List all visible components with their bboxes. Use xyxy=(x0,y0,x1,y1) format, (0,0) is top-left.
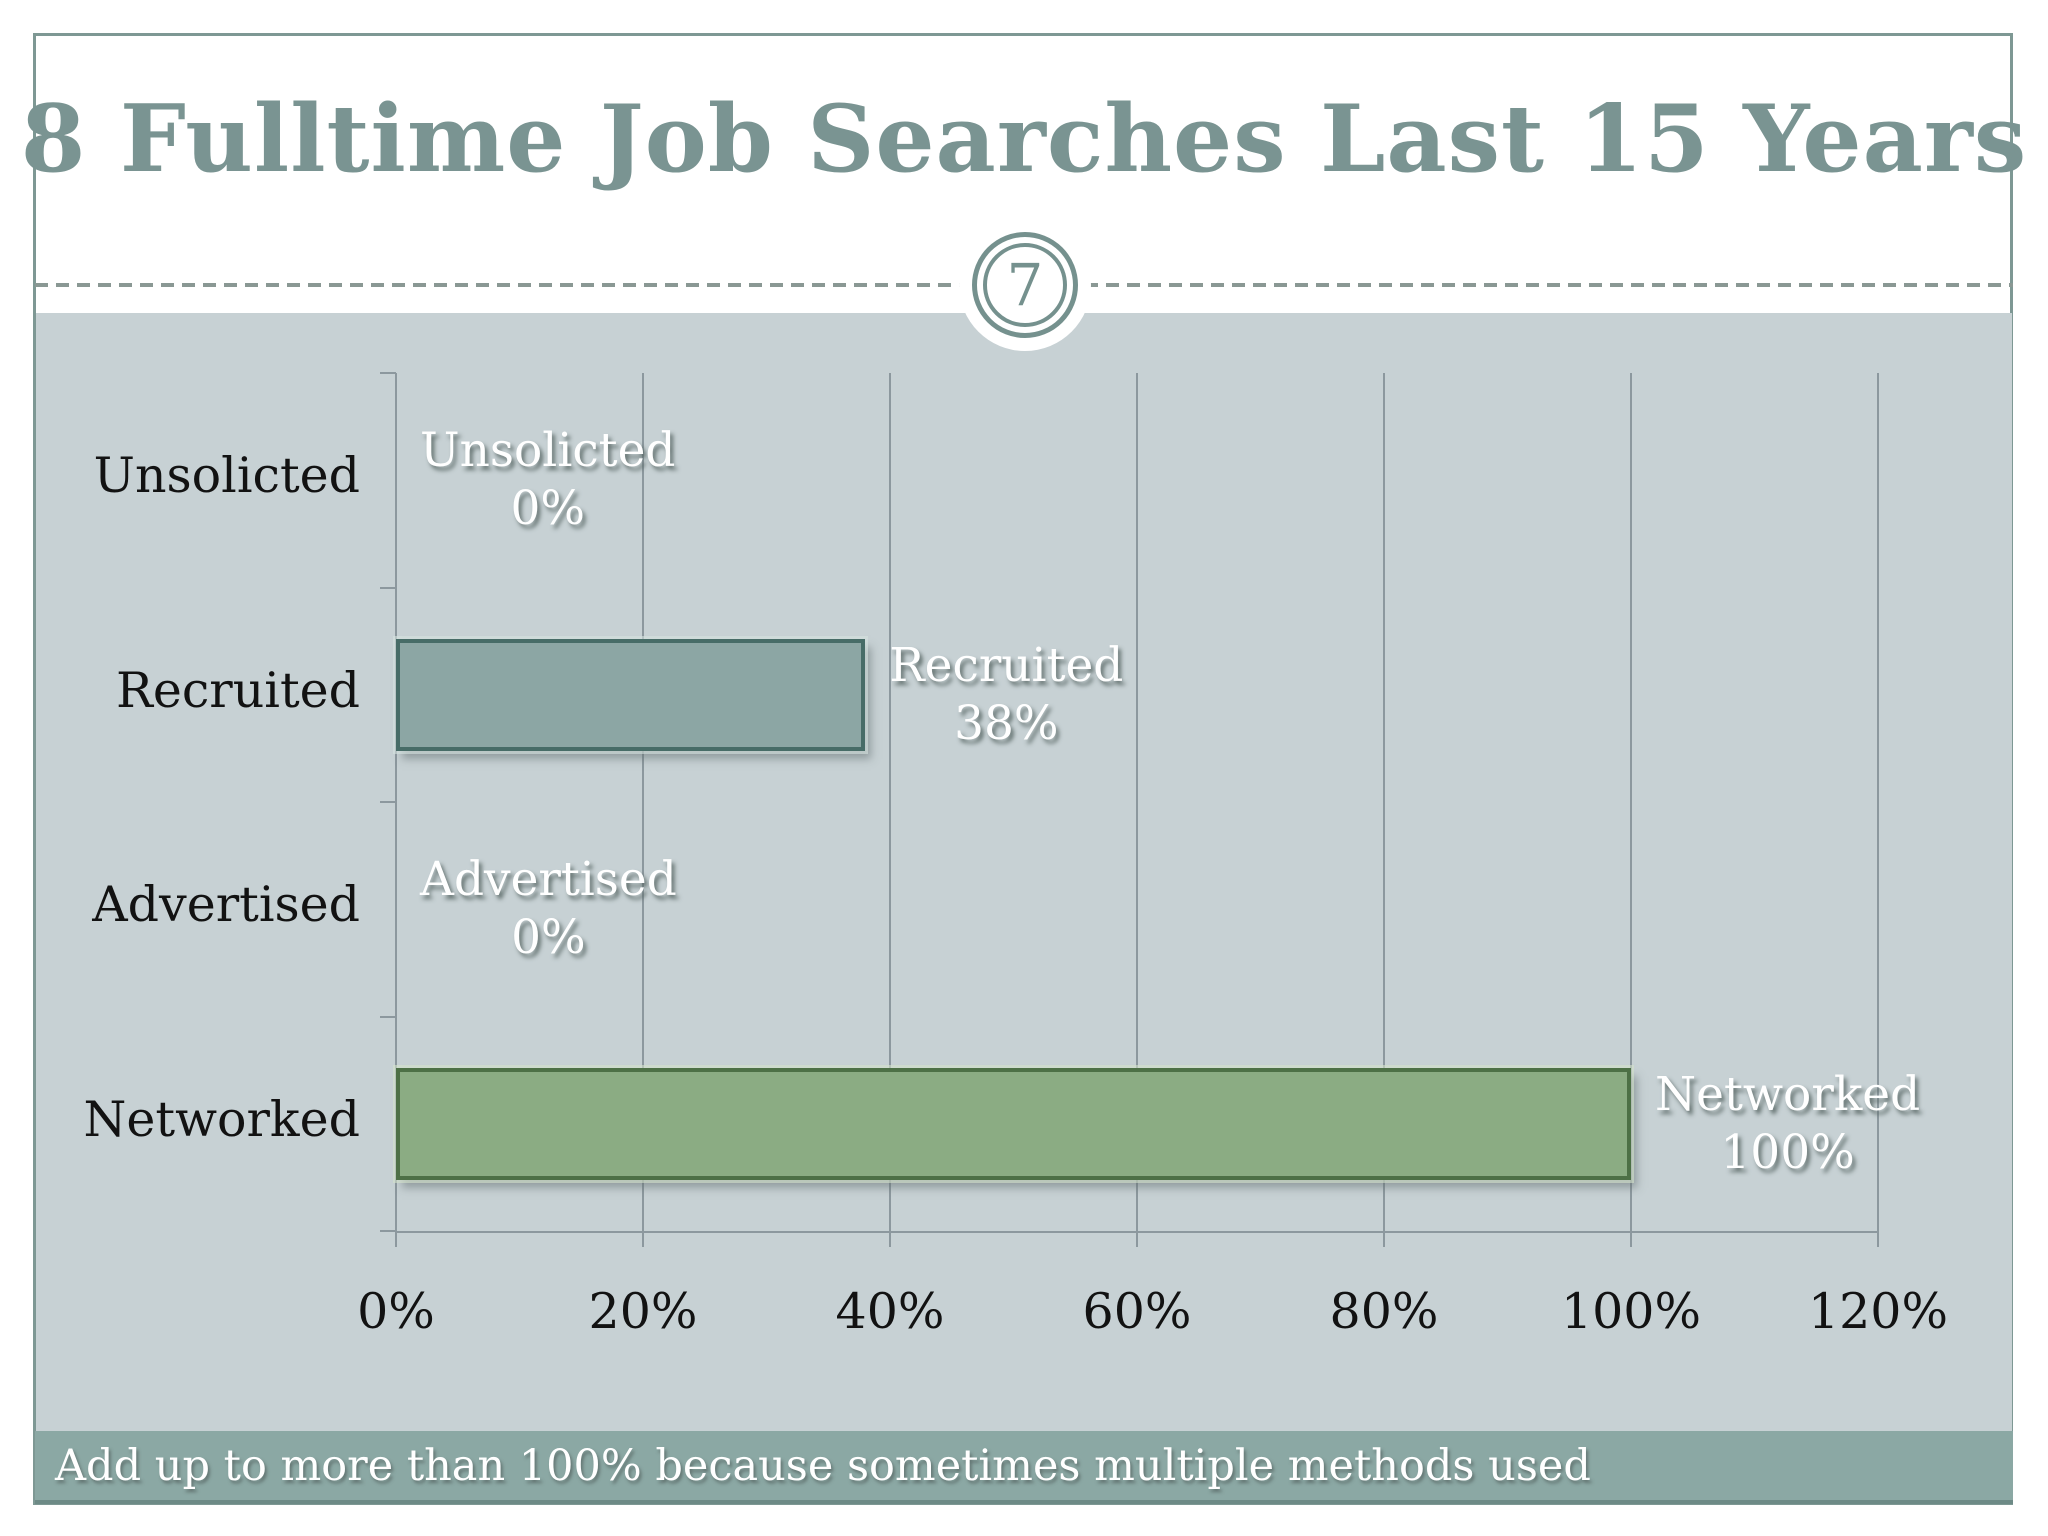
x-tick-label: 0% xyxy=(357,1283,435,1340)
x-tick-label: 100% xyxy=(1560,1283,1702,1340)
gridline xyxy=(1630,373,1632,1247)
x-tick-label: 80% xyxy=(1329,1283,1439,1340)
bar-data-label: Unsolicted 0% xyxy=(420,422,675,538)
bar-data-label-category: Unsolicted xyxy=(420,423,676,479)
gridline xyxy=(1383,373,1385,1247)
gridline xyxy=(1877,373,1879,1247)
slide-title: 8 Fulltime Job Searches Last 15 Years xyxy=(20,84,2028,193)
bar-data-label-category: Advertised xyxy=(420,852,677,908)
y-axis-tick xyxy=(380,801,396,803)
bar-data-label-category: Networked xyxy=(1655,1066,1921,1122)
category-label: Recruited xyxy=(115,661,360,719)
bar-data-label-value: 38% xyxy=(954,695,1059,751)
y-axis-tick xyxy=(380,372,396,374)
y-axis-line xyxy=(395,373,397,1247)
bar-networked xyxy=(396,1067,1631,1180)
gridline xyxy=(642,373,644,1247)
footer-band: Add up to more than 100% because sometim… xyxy=(35,1431,2013,1504)
y-axis-tick xyxy=(380,1230,396,1232)
x-tick-label: 20% xyxy=(588,1283,698,1340)
category-label: Unsolicted xyxy=(93,447,360,505)
x-tick-label: 40% xyxy=(835,1283,945,1340)
page-number-ring-inner xyxy=(983,243,1067,327)
footer-note: Add up to more than 100% because sometim… xyxy=(55,1440,1591,1491)
page-number-ring-outer xyxy=(972,232,1078,338)
bar-data-label-value: 100% xyxy=(1720,1124,1855,1180)
bar-data-label-value: 0% xyxy=(510,481,586,537)
chart-background-band xyxy=(36,313,2012,1431)
category-label: Advertised xyxy=(92,876,360,934)
bar-data-label: Advertised 0% xyxy=(420,851,677,967)
x-tick-label: 120% xyxy=(1807,1283,1949,1340)
bar-data-label-category: Recruited xyxy=(889,637,1124,693)
page-number: 7 xyxy=(1006,251,1044,319)
bar-data-label: Recruited 38% xyxy=(889,637,1123,753)
gridline xyxy=(889,373,891,1247)
x-axis-line xyxy=(396,1231,1878,1233)
y-axis-tick xyxy=(380,1015,396,1018)
gridline xyxy=(1136,373,1138,1247)
y-axis-tick xyxy=(380,586,396,589)
x-tick-label: 60% xyxy=(1082,1283,1192,1340)
bar-data-label: Networked 100% xyxy=(1655,1066,1920,1182)
bar-recruited xyxy=(396,638,866,751)
category-label: Networked xyxy=(83,1090,361,1148)
bar-data-label-value: 0% xyxy=(511,910,586,966)
